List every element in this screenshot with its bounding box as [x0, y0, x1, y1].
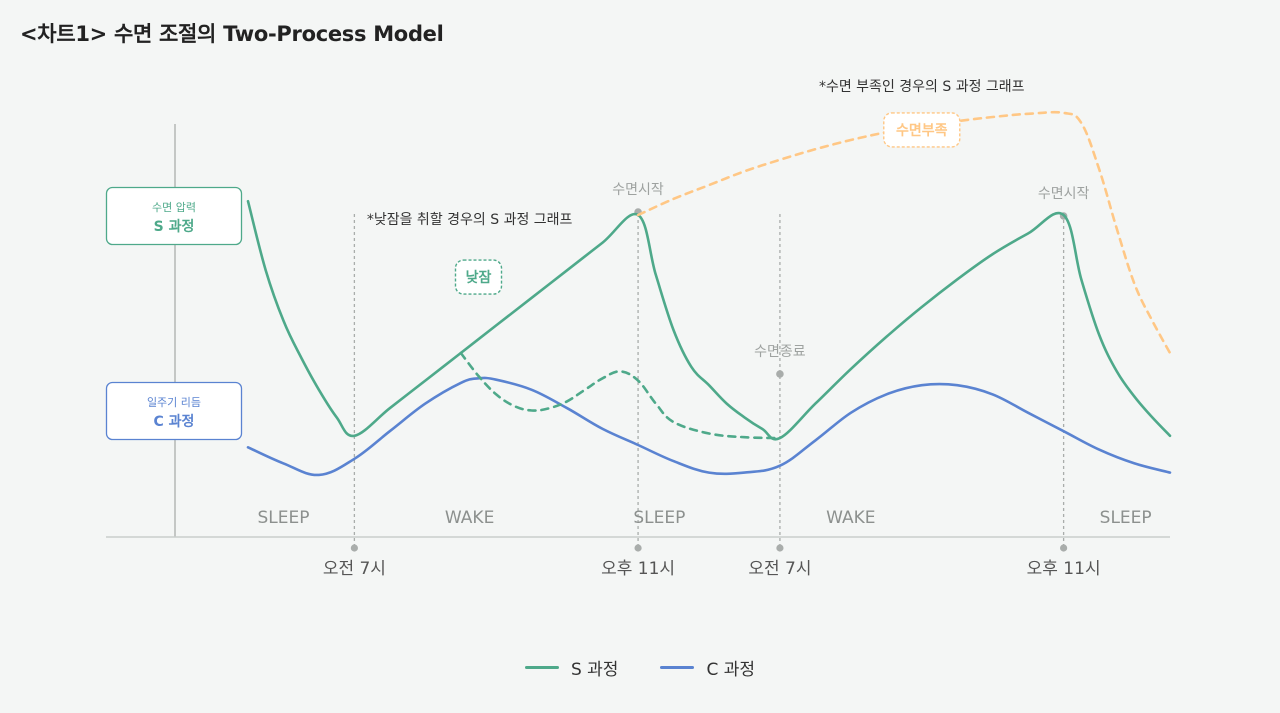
legend-label-s: S 과정: [570, 660, 619, 680]
annotation-badge-frame: [883, 112, 961, 148]
y-axis-box-line2: S 과정: [154, 218, 195, 235]
phase-label-sleep: SLEEP: [257, 508, 309, 528]
c-process-line: [246, 376, 1172, 477]
legend-item-s: S 과정: [524, 655, 619, 680]
phase-label-wake: WAKE: [826, 508, 875, 528]
x-tick-label: 오전 7시: [323, 559, 386, 579]
legend-swatch-c: [660, 666, 695, 669]
legend-swatch-s: [524, 666, 559, 669]
phase-label-wake: WAKE: [445, 508, 494, 528]
x-tick-dot: [1060, 544, 1068, 552]
y-axis-box-line2: C 과정: [154, 413, 195, 430]
x-tick-label: 오후 11시: [601, 559, 675, 579]
marker-label: 수면시작: [612, 182, 664, 198]
phase-label-sleep: SLEEP: [633, 508, 685, 528]
nap-s-process-line: [459, 351, 782, 440]
y-axis-box-s: 수면 압력 S 과정: [105, 186, 243, 246]
sleep-deprived-s-line: [636, 110, 1172, 355]
y-axis-box-line1: 수면 압력: [152, 201, 196, 214]
y-axis-box-frame: [105, 186, 243, 246]
legend-label-c: C 과정: [706, 660, 756, 680]
phase-label-sleep: SLEEP: [1100, 508, 1152, 528]
guide-lines-layer: [350, 208, 1068, 552]
marker-label: 수면종료: [754, 344, 806, 360]
x-tick-dot: [776, 544, 784, 552]
legend-item-c: C 과정: [660, 655, 755, 680]
series-layer: [246, 110, 1172, 477]
marker-label: 수면시작: [1038, 186, 1090, 202]
labels-layer: 오전 7시 오후 11시 오전 7시 오후 11시 SLEEP WAKE SLEEP WAKE…: [257, 79, 1151, 579]
annotation-badge-frame: [454, 259, 503, 295]
annotation-badge-text: 낮잠: [466, 269, 492, 286]
y-axis-box-frame: [105, 381, 243, 441]
x-tick-dot: [634, 544, 642, 552]
x-tick-dot: [350, 544, 358, 552]
x-tick-label: 오후 11시: [1027, 559, 1101, 579]
annotation-badge: 낮잠: [454, 259, 503, 295]
y-axis-box-c: 일주기 리듬 C 과정: [105, 381, 243, 441]
annotation-badge: 수면부족: [883, 112, 961, 148]
x-tick-label: 오전 7시: [748, 559, 811, 579]
marker-dot: [776, 370, 784, 378]
legend: S 과정 C 과정: [0, 655, 1280, 680]
y-axis-box-line1: 일주기 리듬: [147, 395, 201, 409]
annotation-badge-text: 수면부족: [896, 122, 948, 139]
chart-title: <차트1> 수면 조절의 Two-Process Model: [20, 22, 444, 46]
s-process-line: [246, 199, 1172, 441]
annotation-text: *낮잠을 취할 경우의 S 과정 그래프: [367, 212, 573, 228]
annotation-text: *수면 부족인 경우의 S 과정 그래프: [819, 79, 1025, 95]
